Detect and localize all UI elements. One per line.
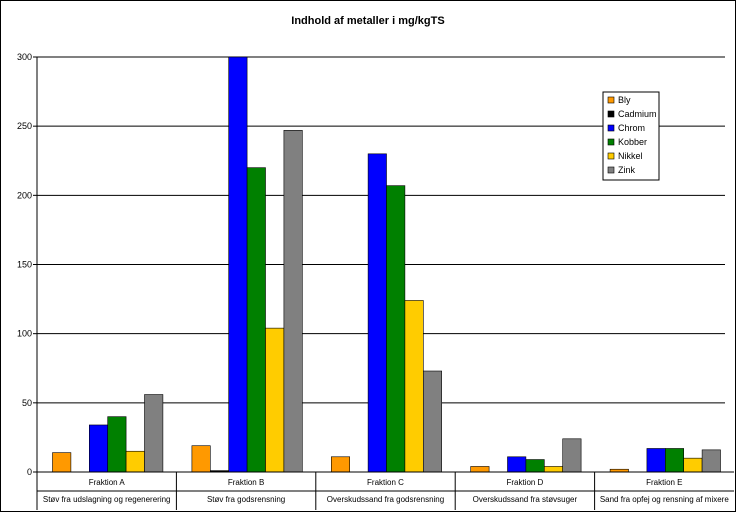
category-label: Fraktion A bbox=[89, 478, 126, 487]
bar-zink-4 bbox=[562, 438, 582, 473]
legend-label: Chrom bbox=[618, 123, 645, 133]
legend-label: Kobber bbox=[618, 137, 647, 147]
legend-label: Zink bbox=[618, 165, 636, 175]
bar-bly-4 bbox=[470, 466, 490, 473]
bar-bly-1 bbox=[52, 452, 72, 473]
bar-bly-2 bbox=[191, 445, 211, 473]
legend-label: Bly bbox=[618, 95, 631, 105]
legend-swatch bbox=[607, 138, 615, 146]
bar-chrom-2 bbox=[228, 56, 248, 473]
legend: Bly Cadmium Chrom Kobber Nikkel Zink bbox=[602, 91, 660, 181]
bar-kobber-5 bbox=[664, 448, 684, 473]
bar-zink-1 bbox=[144, 394, 164, 473]
bar-nikkel-4 bbox=[543, 466, 563, 473]
category-description: Sand fra opfej og rensning af mixere bbox=[600, 495, 730, 504]
bar-nikkel-3 bbox=[404, 300, 424, 473]
axes: 0 50 100 150 200 250 300 Fraktion A Støv fra uds… bbox=[17, 52, 734, 510]
category-label: Fraktion C bbox=[367, 478, 404, 487]
bar-chrom-4 bbox=[507, 456, 527, 473]
legend-swatch bbox=[607, 166, 615, 174]
bar-zink-3 bbox=[422, 370, 442, 473]
legend-box bbox=[602, 91, 660, 181]
category-description: Støv fra udslagning og regenerering bbox=[43, 495, 171, 504]
bar-chrom-1 bbox=[89, 424, 109, 473]
bar-nikkel-2 bbox=[265, 327, 285, 473]
bar-chrom-3 bbox=[367, 153, 387, 473]
legend-swatch bbox=[607, 96, 615, 104]
y-tick-label: 100 bbox=[17, 329, 32, 339]
category-description: Overskudssand fra støvsuger bbox=[473, 495, 578, 504]
y-tick-label: 250 bbox=[17, 121, 32, 131]
y-tick-label: 150 bbox=[17, 260, 32, 270]
bar-kobber-3 bbox=[386, 185, 406, 473]
category-description: Støv fra godsrensning bbox=[207, 495, 285, 504]
legend-label: Nikkel bbox=[618, 151, 643, 161]
category-label: Fraktion B bbox=[228, 478, 264, 487]
category-label: Fraktion E bbox=[646, 478, 682, 487]
bar-kobber-4 bbox=[525, 459, 545, 473]
bar-kobber-1 bbox=[107, 416, 127, 473]
y-tick-label: 200 bbox=[17, 190, 32, 200]
y-tick-label: 50 bbox=[22, 398, 32, 408]
y-tick-label: 300 bbox=[17, 52, 32, 62]
legend-swatch bbox=[607, 110, 615, 118]
legend-label: Cadmium bbox=[618, 109, 657, 119]
category-label: Fraktion D bbox=[506, 478, 543, 487]
chart-title: Indhold af metaller i mg/kgTS bbox=[291, 15, 444, 27]
bars bbox=[52, 56, 721, 473]
legend-swatch bbox=[607, 152, 615, 160]
bar-zink-5 bbox=[701, 449, 721, 473]
bar-nikkel-5 bbox=[683, 457, 703, 473]
y-tick-label: 0 bbox=[27, 467, 32, 477]
bar-nikkel-1 bbox=[125, 450, 145, 473]
bar-chrom-5 bbox=[646, 448, 666, 473]
bar-bly-3 bbox=[330, 456, 350, 473]
legend-swatch bbox=[607, 124, 615, 132]
category-description: Overskudssand fra godsrensning bbox=[327, 495, 444, 504]
bar-kobber-2 bbox=[246, 167, 266, 473]
bar-zink-2 bbox=[283, 130, 303, 473]
